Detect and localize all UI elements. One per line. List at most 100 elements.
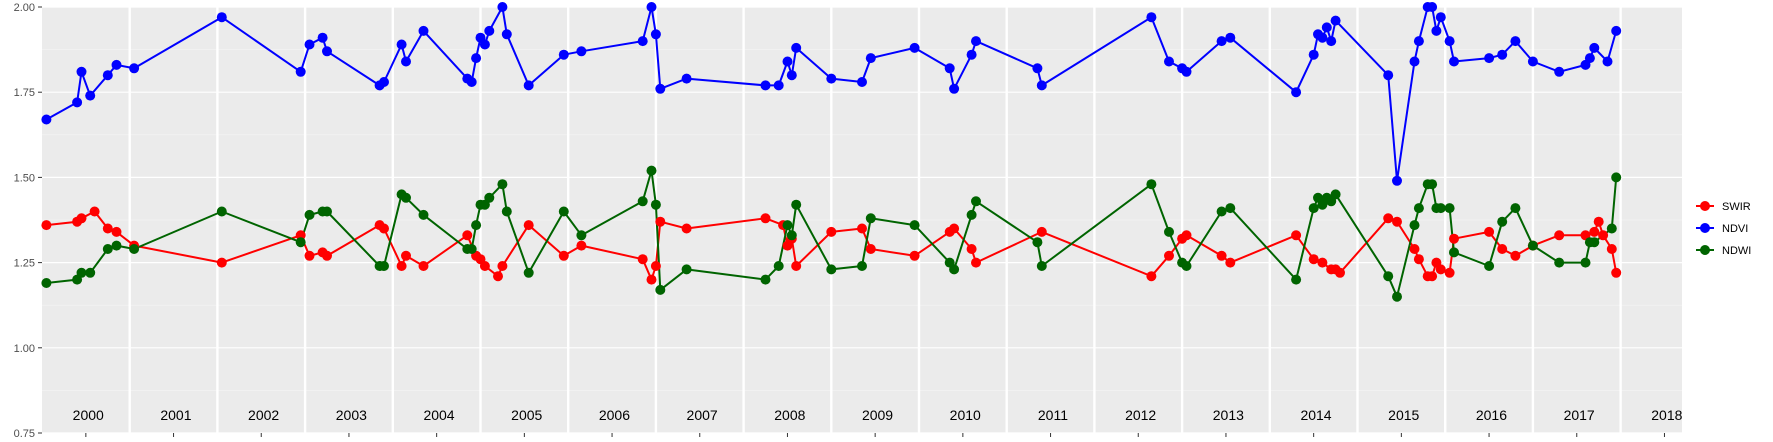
data-point-swir xyxy=(1427,271,1438,282)
data-point-swir xyxy=(1589,226,1600,237)
data-point-ndvi xyxy=(129,63,140,74)
data-point-ndwi xyxy=(379,261,389,271)
data-point-ndvi xyxy=(786,70,797,81)
data-point-swir xyxy=(646,274,657,285)
data-point-swir xyxy=(304,250,315,261)
data-point-ndwi xyxy=(1606,223,1617,234)
data-point-swir xyxy=(637,254,648,265)
legend: SWIR NDVI NDWI xyxy=(1696,201,1751,257)
data-point-swir xyxy=(1146,271,1157,282)
data-point-ndvi xyxy=(558,49,569,60)
data-point-ndwi xyxy=(295,237,306,248)
data-point-ndvi xyxy=(637,36,648,47)
data-point-ndvi xyxy=(1584,53,1595,64)
data-point-swir xyxy=(1036,226,1047,237)
year-label: 2011 xyxy=(1038,407,1068,423)
data-point-ndwi xyxy=(1611,172,1622,183)
year-label: 2018 xyxy=(1651,407,1682,423)
data-point-ndwi xyxy=(1427,179,1438,190)
data-point-ndvi xyxy=(655,83,666,94)
data-point-ndwi xyxy=(1181,261,1192,271)
data-point-swir xyxy=(576,240,587,251)
y-tick-label: 1.75 xyxy=(14,87,35,99)
data-point-swir xyxy=(41,220,52,231)
data-point-ndwi xyxy=(909,220,920,231)
data-point-ndwi xyxy=(1225,203,1236,214)
data-point-ndwi xyxy=(1484,261,1495,271)
data-point-ndwi xyxy=(1435,203,1446,214)
data-point-ndvi xyxy=(295,66,306,77)
data-point-ndwi xyxy=(786,230,797,241)
data-point-swir xyxy=(1497,244,1508,254)
data-point-ndvi xyxy=(1444,36,1455,47)
data-point-ndvi xyxy=(1317,32,1328,43)
data-point-ndwi xyxy=(1527,240,1538,251)
data-point-ndwi xyxy=(1146,179,1157,190)
data-point-ndvi xyxy=(1427,2,1438,12)
data-point-ndvi xyxy=(317,32,328,43)
data-point-ndvi xyxy=(791,42,802,53)
year-label: 2014 xyxy=(1300,407,1331,423)
data-point-swir xyxy=(1308,254,1319,265)
data-point-ndvi xyxy=(1589,42,1600,53)
data-point-ndvi xyxy=(1291,87,1302,98)
data-point-ndvi xyxy=(681,73,692,84)
data-point-swir xyxy=(1413,254,1424,265)
y-tick-label: 1.50 xyxy=(14,172,35,184)
data-point-ndvi xyxy=(401,56,411,67)
data-point-swir xyxy=(462,230,473,241)
y-tick-label: 2.00 xyxy=(14,2,35,14)
data-point-ndwi xyxy=(1383,271,1394,282)
data-point-ndwi xyxy=(216,206,227,217)
data-point-ndwi xyxy=(41,278,52,288)
data-point-ndvi xyxy=(1032,63,1043,74)
data-point-ndvi xyxy=(576,46,587,57)
data-point-ndwi xyxy=(558,206,569,217)
data-point-ndvi xyxy=(418,25,429,36)
data-point-swir xyxy=(1554,230,1565,241)
grid-major xyxy=(42,6,1682,434)
data-point-ndvi xyxy=(1321,22,1332,33)
data-point-ndwi xyxy=(1291,274,1302,285)
data-point-swir xyxy=(949,223,960,234)
data-point-ndvi xyxy=(322,46,332,57)
data-point-ndwi xyxy=(1164,226,1174,237)
y-tick-label: 1.25 xyxy=(14,258,35,270)
data-point-ndwi xyxy=(971,196,981,207)
data-point-swir xyxy=(216,257,227,268)
data-point-ndwi xyxy=(826,264,837,275)
data-point-ndwi xyxy=(1392,291,1402,302)
year-label: 2004 xyxy=(423,407,454,423)
data-point-ndvi xyxy=(826,73,837,84)
data-point-ndwi xyxy=(1409,220,1420,231)
data-point-ndwi xyxy=(1032,237,1043,248)
year-label: 2015 xyxy=(1388,407,1419,423)
data-point-ndwi xyxy=(791,199,802,210)
data-point-swir xyxy=(826,226,837,237)
data-point-ndvi xyxy=(396,39,407,50)
data-point-ndwi xyxy=(1216,206,1227,217)
data-point-ndwi xyxy=(85,267,96,278)
data-point-ndvi xyxy=(523,80,534,91)
data-point-swir xyxy=(1216,250,1227,261)
data-point-ndvi xyxy=(1554,66,1565,77)
data-point-ndvi xyxy=(1392,175,1402,186)
data-point-ndvi xyxy=(1497,49,1508,60)
legend-key-point xyxy=(1700,245,1710,255)
year-label: 2017 xyxy=(1564,407,1595,423)
data-point-swir xyxy=(111,226,122,237)
year-label: 2012 xyxy=(1125,407,1156,423)
data-point-swir xyxy=(1606,244,1617,254)
data-point-ndwi xyxy=(401,192,411,203)
data-point-ndvi xyxy=(1330,15,1341,26)
data-point-swir xyxy=(295,230,306,241)
year-label: 2000 xyxy=(73,407,104,423)
data-point-ndwi xyxy=(782,220,793,231)
data-point-ndvi xyxy=(646,2,657,12)
data-point-ndvi xyxy=(909,42,920,53)
data-point-ndvi xyxy=(216,12,227,23)
year-label: 2013 xyxy=(1213,407,1244,423)
data-point-ndvi xyxy=(76,66,87,77)
data-point-swir xyxy=(1335,267,1345,278)
